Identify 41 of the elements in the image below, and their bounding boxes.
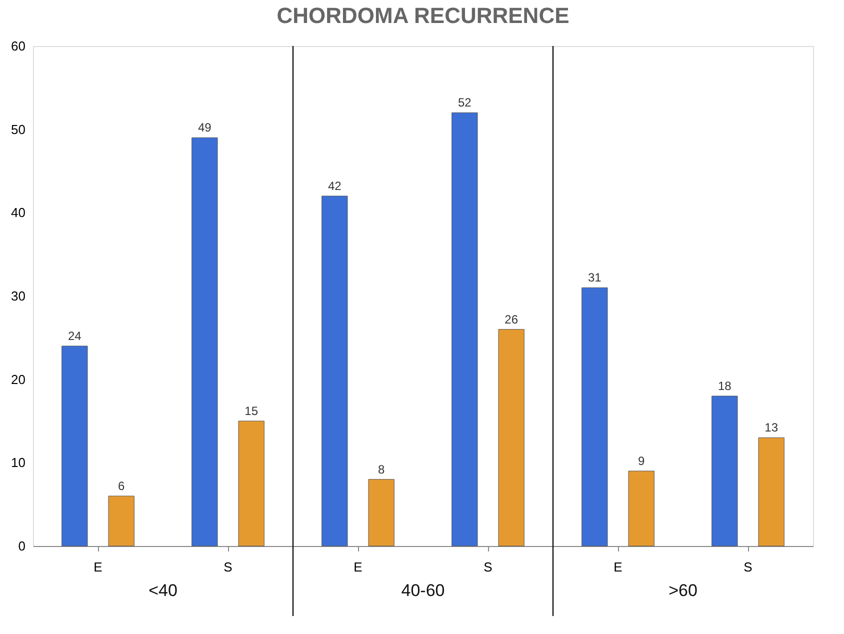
chart-title: CHORDOMA RECURRENCE: [276, 3, 570, 28]
y-tick-label: 20: [11, 372, 26, 387]
data-label: 18: [718, 379, 732, 393]
bar: [582, 287, 608, 546]
y-tick-label: 10: [11, 455, 26, 470]
bar: [192, 137, 218, 546]
y-tick-label: 30: [11, 288, 26, 304]
x-tick-label: S: [744, 560, 753, 574]
bar: [62, 346, 88, 546]
text: <40: [148, 581, 178, 600]
bar: [368, 479, 394, 546]
data-label: 52: [458, 96, 472, 110]
data-label: 13: [764, 420, 778, 435]
data-label: 26: [504, 312, 518, 326]
data-label: 49: [198, 120, 212, 135]
bar: [452, 112, 478, 546]
y-tick-label: 50: [11, 122, 26, 137]
y-tick-label: 60: [11, 38, 26, 54]
x-tick-label: E: [94, 560, 103, 574]
bar: [322, 196, 348, 546]
x-tick-label: S: [224, 560, 233, 574]
data-label: 31: [588, 270, 602, 285]
data-label: 42: [328, 179, 342, 193]
y-tick-label: 0: [18, 538, 26, 554]
data-label: 8: [378, 462, 385, 476]
bar: [238, 420, 264, 546]
bar: [108, 496, 134, 546]
bar: [712, 396, 738, 546]
text: 40-60: [401, 581, 445, 600]
x-tick-label: S: [484, 560, 493, 574]
bar: [628, 470, 654, 546]
text: >60: [668, 581, 698, 600]
data-label: 6: [118, 479, 125, 493]
data-label: 9: [638, 454, 645, 468]
x-tick-label: E: [354, 560, 363, 574]
y-tick-label: 40: [11, 205, 26, 220]
data-label: 24: [68, 329, 82, 343]
data-label: 15: [244, 404, 258, 418]
bar: [758, 437, 784, 546]
bar: [498, 329, 524, 546]
x-tick-label: E: [614, 560, 623, 574]
